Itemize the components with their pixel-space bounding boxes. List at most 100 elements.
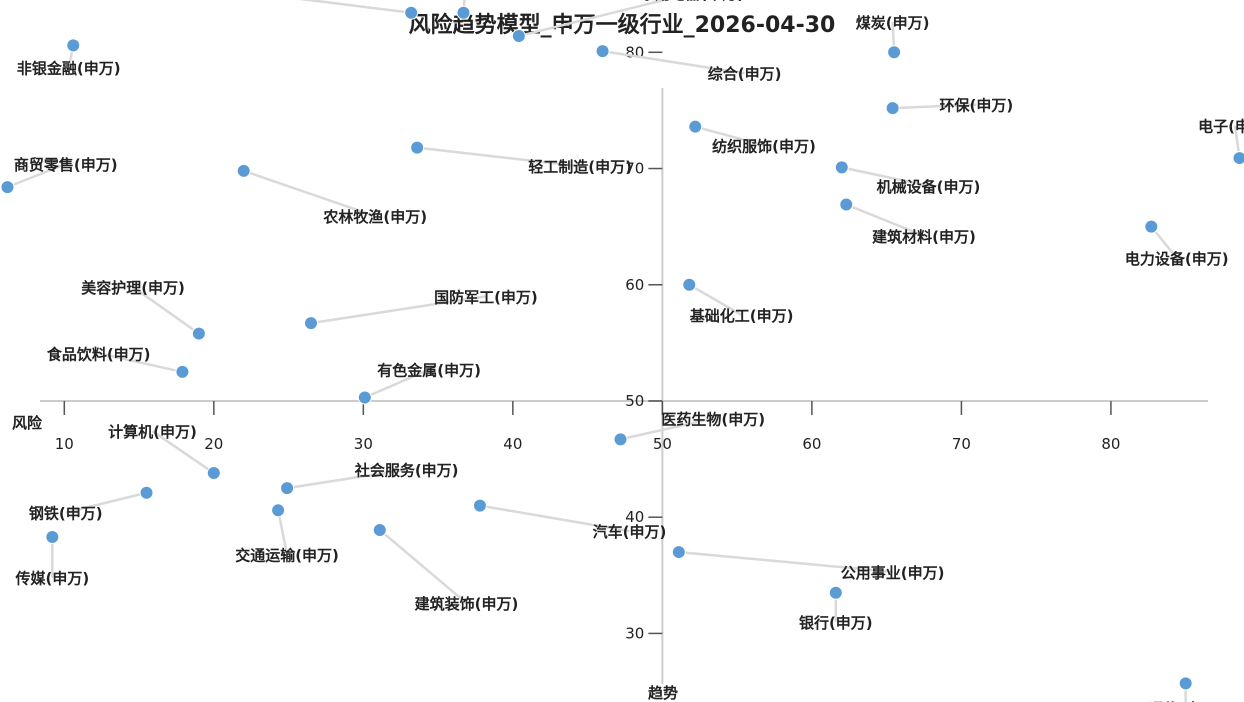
point-label: 石油石化(申万) bbox=[412, 0, 517, 2]
y-tick-label: 40 bbox=[625, 508, 644, 526]
x-tick-label: 70 bbox=[952, 435, 971, 453]
data-point[interactable] bbox=[410, 140, 425, 155]
y-tick-label: 30 bbox=[625, 624, 644, 642]
x-tick-label: 40 bbox=[503, 435, 522, 453]
data-point[interactable] bbox=[175, 364, 190, 379]
point-label: 美容护理(申万) bbox=[81, 279, 185, 297]
point-label: 建筑材料(申万) bbox=[872, 228, 976, 246]
data-point[interactable] bbox=[839, 197, 854, 212]
point-label: 电力设备(申万) bbox=[1125, 250, 1229, 268]
point-label: 家用电器(申万) bbox=[640, 0, 744, 3]
data-point[interactable] bbox=[472, 498, 487, 513]
y-tick-label: 70 bbox=[625, 160, 644, 178]
point-label: 交通运输(申万) bbox=[235, 546, 339, 564]
data-point[interactable] bbox=[885, 101, 900, 116]
point-label: 汽车(申万) bbox=[593, 523, 667, 541]
point-label: 建筑装饰(申万) bbox=[415, 595, 519, 613]
data-point[interactable] bbox=[511, 29, 526, 44]
leader-line bbox=[845, 203, 925, 238]
leader-line bbox=[479, 504, 630, 533]
leader-line bbox=[310, 295, 487, 325]
leader-line bbox=[518, 0, 670, 38]
point-label: 农林牧渔(申万) bbox=[322, 208, 427, 226]
leader-line bbox=[602, 49, 745, 75]
data-point[interactable] bbox=[1144, 219, 1159, 234]
point-label: 电子(申万) bbox=[1198, 118, 1244, 136]
leader-line bbox=[132, 286, 200, 335]
point-label: 有色金属(申万) bbox=[377, 362, 481, 380]
point-label: 传媒(申万) bbox=[14, 570, 89, 588]
point-label: 医药生物(申万) bbox=[661, 410, 765, 428]
data-point[interactable] bbox=[1232, 151, 1244, 166]
leader-line bbox=[678, 550, 893, 574]
leader-line bbox=[276, 509, 289, 555]
leader-line bbox=[620, 417, 714, 441]
point-label: 轻工制造(申万) bbox=[528, 158, 632, 176]
data-point[interactable] bbox=[404, 5, 419, 20]
data-point[interactable] bbox=[887, 45, 902, 60]
y-tick-label: 80 bbox=[625, 43, 644, 61]
y-axis-label: 趋势 bbox=[648, 684, 678, 702]
point-label: 煤炭(申万) bbox=[856, 14, 930, 32]
data-point[interactable] bbox=[682, 277, 697, 292]
y-tick-label: 60 bbox=[625, 276, 644, 294]
point-label: 非银金融(申万) bbox=[17, 59, 121, 77]
leader-line bbox=[841, 166, 929, 188]
data-point[interactable] bbox=[0, 180, 15, 195]
point-label: 钢铁(申万) bbox=[29, 505, 103, 523]
leader-line bbox=[98, 352, 183, 374]
data-point[interactable] bbox=[271, 503, 286, 518]
chart-title: 风险趋势模型_申万一级行业_2026-04-30 bbox=[409, 12, 836, 38]
x-tick-label: 80 bbox=[1101, 435, 1120, 453]
leader-line bbox=[364, 368, 430, 399]
point-label: 银行(申万) bbox=[799, 614, 873, 632]
data-point[interactable] bbox=[191, 326, 206, 341]
data-point[interactable] bbox=[613, 432, 628, 447]
point-label: 商贸零售(申万) bbox=[14, 156, 118, 174]
data-point[interactable] bbox=[236, 163, 251, 178]
axes: 10 20 30 40 50 60 70 80 30 40 50 60 70 80 bbox=[40, 43, 1208, 684]
data-point[interactable] bbox=[456, 5, 471, 20]
x-tick-label: 50 bbox=[653, 435, 672, 453]
x-axis-label: 风险 bbox=[12, 414, 43, 432]
y-tick-label: 50 bbox=[625, 392, 644, 410]
leader-line bbox=[243, 169, 376, 218]
data-point[interactable] bbox=[828, 585, 843, 600]
point-label: 环保(申万) bbox=[940, 97, 1014, 115]
leader-line bbox=[378, 529, 468, 605]
leader-line bbox=[694, 125, 765, 147]
x-tick-label: 30 bbox=[354, 435, 373, 453]
point-labels: 房地产(申万) 石油石化(申万) 家用电器(申万) 非银金融(申万) 综合(申万) 煤炭(… bbox=[14, 0, 1244, 702]
data-point[interactable] bbox=[66, 38, 81, 53]
data-point[interactable] bbox=[304, 316, 318, 331]
point-label: 基础化工(申万) bbox=[689, 307, 794, 325]
data-point[interactable] bbox=[357, 390, 372, 405]
data-point[interactable] bbox=[834, 160, 849, 175]
leader-lines bbox=[7, 0, 1241, 702]
data-point[interactable] bbox=[1178, 676, 1193, 691]
leader-line bbox=[688, 283, 743, 317]
point-label: 房地产(申万) bbox=[199, 0, 288, 2]
data-point[interactable] bbox=[595, 44, 610, 59]
leader-line bbox=[298, 0, 412, 15]
data-point[interactable] bbox=[688, 119, 703, 134]
leader-line bbox=[417, 146, 581, 168]
data-point[interactable] bbox=[45, 529, 60, 544]
point-label: 社会服务(申万) bbox=[354, 462, 459, 480]
data-points bbox=[0, 5, 1244, 691]
point-label: 公用事业(申万) bbox=[841, 564, 945, 582]
leader-line bbox=[892, 103, 977, 110]
data-point[interactable] bbox=[372, 522, 387, 537]
leader-line bbox=[7, 162, 67, 189]
data-point[interactable] bbox=[671, 545, 686, 560]
point-label: 通信(申万) bbox=[1149, 700, 1223, 702]
data-point[interactable] bbox=[206, 466, 221, 481]
point-label: 计算机(申万) bbox=[108, 423, 197, 441]
x-tick-label: 60 bbox=[802, 435, 821, 453]
point-label: 食品饮料(申万) bbox=[47, 345, 151, 363]
point-label: 机械设备(申万) bbox=[877, 178, 981, 196]
x-tick-label: 10 bbox=[55, 435, 74, 453]
data-point[interactable] bbox=[280, 481, 295, 496]
data-point[interactable] bbox=[139, 485, 154, 500]
